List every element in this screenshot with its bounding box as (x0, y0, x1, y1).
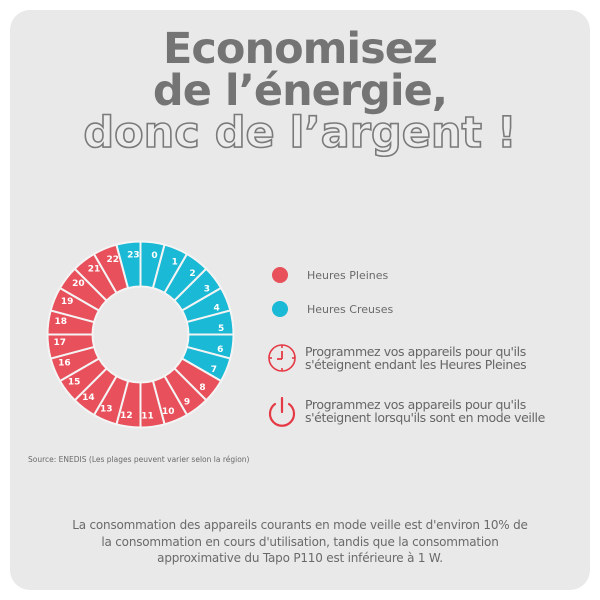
tip-peak-hours: Programmez vos appareils pour qu'ils s'é… (265, 341, 527, 375)
power-icon (268, 396, 296, 427)
hour-label: 23 (127, 250, 140, 260)
tip-standby: Programmez vos appareils pour qu'ils s'é… (265, 394, 545, 428)
footnote: La consommation des appareils courants e… (40, 517, 560, 567)
source-caption: Source: ENEDIS (Les plages peuvent varie… (28, 455, 250, 464)
hour-label: 8 (199, 383, 205, 393)
donut-segment-hour-23 (115, 240, 142, 290)
hour-label: 7 (211, 365, 217, 375)
footnote-line-3: approximative du Tapo P110 est inférieur… (157, 551, 443, 565)
legend-item-heures-creuses: Heures Creuses (272, 301, 393, 317)
hour-label: 22 (107, 255, 120, 265)
hour-label: 1 (172, 258, 178, 268)
hour-label: 19 (61, 297, 74, 307)
hour-label: 18 (54, 317, 67, 327)
headline-line-2: de l’énergie, (152, 66, 448, 116)
legend-label: Heures Creuses (307, 302, 394, 316)
hour-label: 17 (54, 338, 67, 348)
hour-label: 6 (217, 345, 223, 355)
hour-label: 20 (72, 279, 85, 289)
headline-line-1: Economisez (163, 24, 438, 74)
red-dot-icon (272, 267, 288, 283)
hour-label: 10 (162, 407, 175, 417)
footnote-line-2: la consommation en cours d'utilisation, … (101, 534, 499, 549)
legend-label: Heures Pleines (307, 268, 389, 282)
hour-label: 12 (120, 411, 133, 421)
hour-label: 4 (213, 303, 219, 313)
legend-item-heures-pleines: Heures Pleines (272, 267, 388, 283)
hour-label: 0 (151, 251, 157, 261)
footnote-line-1: La consommation des appareils courants e… (72, 518, 528, 532)
hour-label: 15 (68, 377, 81, 387)
clock-icon (268, 344, 296, 372)
hour-label: 14 (82, 393, 95, 403)
tip-line: s'éteignent endant les Heures Pleines (305, 357, 527, 372)
tip-line: Programmez vos appareils pour qu'ils (305, 343, 526, 359)
headline-line-3-outlined: donc de l’argent ! (83, 108, 518, 158)
tip-line: Programmez vos appareils pour qu'ils (305, 396, 526, 412)
hour-label: 16 (58, 359, 71, 369)
hour-label: 9 (184, 397, 190, 407)
blue-dot-icon (272, 301, 288, 317)
hour-label: 2 (189, 269, 195, 279)
hour-label: 11 (141, 412, 154, 422)
headline: Economisez de l’énergie, donc de l’argen… (0, 24, 600, 158)
hour-label: 5 (218, 324, 224, 334)
tip-line: s'éteignent lorsqu'ils sont en mode veil… (305, 410, 545, 425)
hour-label: 13 (100, 404, 113, 414)
hour-label: 3 (204, 285, 210, 295)
hour-label: 21 (88, 265, 101, 275)
